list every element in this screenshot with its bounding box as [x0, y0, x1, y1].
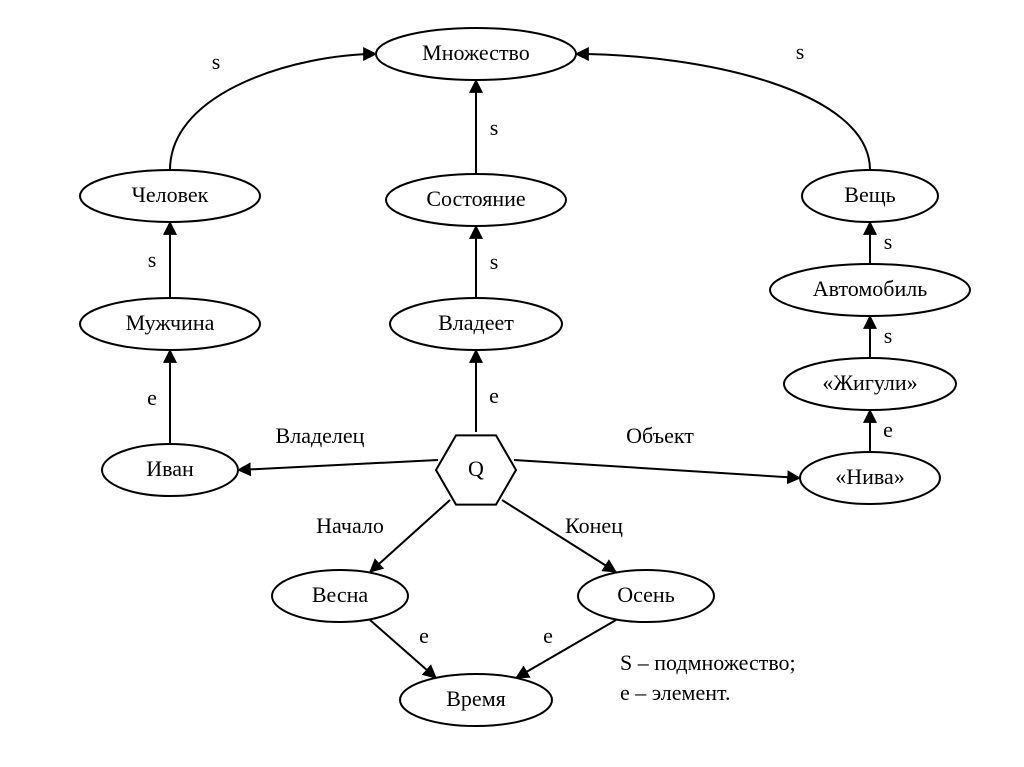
edge-label-osen-vremya: e — [543, 623, 553, 648]
node-q: Q — [436, 435, 516, 504]
node-osen-label: Осень — [617, 582, 675, 607]
node-veshch: Вещь — [802, 170, 938, 222]
edge-label-vladeet-sostoyanie: s — [490, 249, 499, 274]
edge-label-muzhchina-chelovek: s — [148, 247, 157, 272]
edge-label-vesna-vremya: e — [419, 623, 429, 648]
node-avtomobil-label: Автомобиль — [813, 276, 928, 301]
node-vesna: Весна — [272, 570, 408, 622]
node-veshch-label: Вещь — [844, 182, 895, 207]
node-muzhchina: Мужчина — [80, 298, 260, 350]
node-mnozhestvo-label: Множество — [422, 40, 530, 65]
node-ivan: Иван — [102, 444, 238, 496]
node-chelovek-label: Человек — [132, 182, 209, 207]
legend-line-1: e – элемент. — [620, 680, 730, 705]
edge-label-q-osen: Конец — [565, 513, 623, 538]
edge-label-sostoyanie-mnozhestvo: s — [490, 115, 499, 140]
node-ivan-label: Иван — [146, 456, 194, 481]
node-vladeet: Владеет — [390, 298, 562, 350]
edge-q-niva — [514, 460, 800, 478]
edge-q-ivan — [238, 460, 438, 470]
node-sostoyanie-label: Состояние — [426, 186, 525, 211]
edge-label-ivan-muzhchina: e — [147, 385, 157, 410]
edge-label-q-vladeet: e — [489, 383, 499, 408]
node-vremya-label: Время — [446, 686, 505, 711]
edge-label-chelovek-mnozhestvo: s — [212, 49, 221, 74]
node-vladeet-label: Владеет — [438, 310, 514, 335]
node-muzhchina-label: Мужчина — [126, 310, 215, 335]
nodes-layer: Множество Человек Состояние Вещь Мужчина Влад… — [80, 28, 970, 726]
node-vremya: Время — [400, 674, 552, 726]
node-q-label: Q — [468, 456, 484, 481]
edge-label-avtomobil-veshch: s — [884, 229, 893, 254]
legend: S – подмножество; e – элемент. — [620, 650, 796, 705]
node-niva: «Нива» — [800, 452, 940, 504]
edge-label-q-ivan: Владелец — [276, 423, 365, 448]
node-osen: Осень — [578, 570, 714, 622]
edge-label-q-niva: Объект — [626, 423, 694, 448]
node-mnozhestvo: Множество — [376, 28, 576, 80]
legend-line-0: S – подмножество; — [620, 650, 796, 675]
node-chelovek: Человек — [80, 170, 260, 222]
node-zhiguli: «Жигули» — [784, 358, 956, 410]
edge-label-veshch-mnozhestvo: s — [796, 39, 805, 64]
node-sostoyanie: Состояние — [386, 174, 566, 226]
node-niva-label: «Нива» — [835, 464, 905, 489]
edge-label-niva-zhiguli: e — [883, 417, 893, 442]
node-avtomobil: Автомобиль — [770, 264, 970, 316]
edge-label-q-vesna: Начало — [316, 513, 384, 538]
node-vesna-label: Весна — [312, 582, 369, 607]
edge-chelovek-mnozhestvo — [170, 54, 376, 170]
node-zhiguli-label: «Жигули» — [822, 370, 917, 395]
edges-layer: s s s s s s e s e e Владелец Объект Начало Конец e e — [147, 39, 893, 678]
edge-label-zhiguli-avtomobil: s — [884, 323, 893, 348]
edge-osen-vremya — [516, 620, 616, 678]
edge-veshch-mnozhestvo — [576, 54, 870, 170]
